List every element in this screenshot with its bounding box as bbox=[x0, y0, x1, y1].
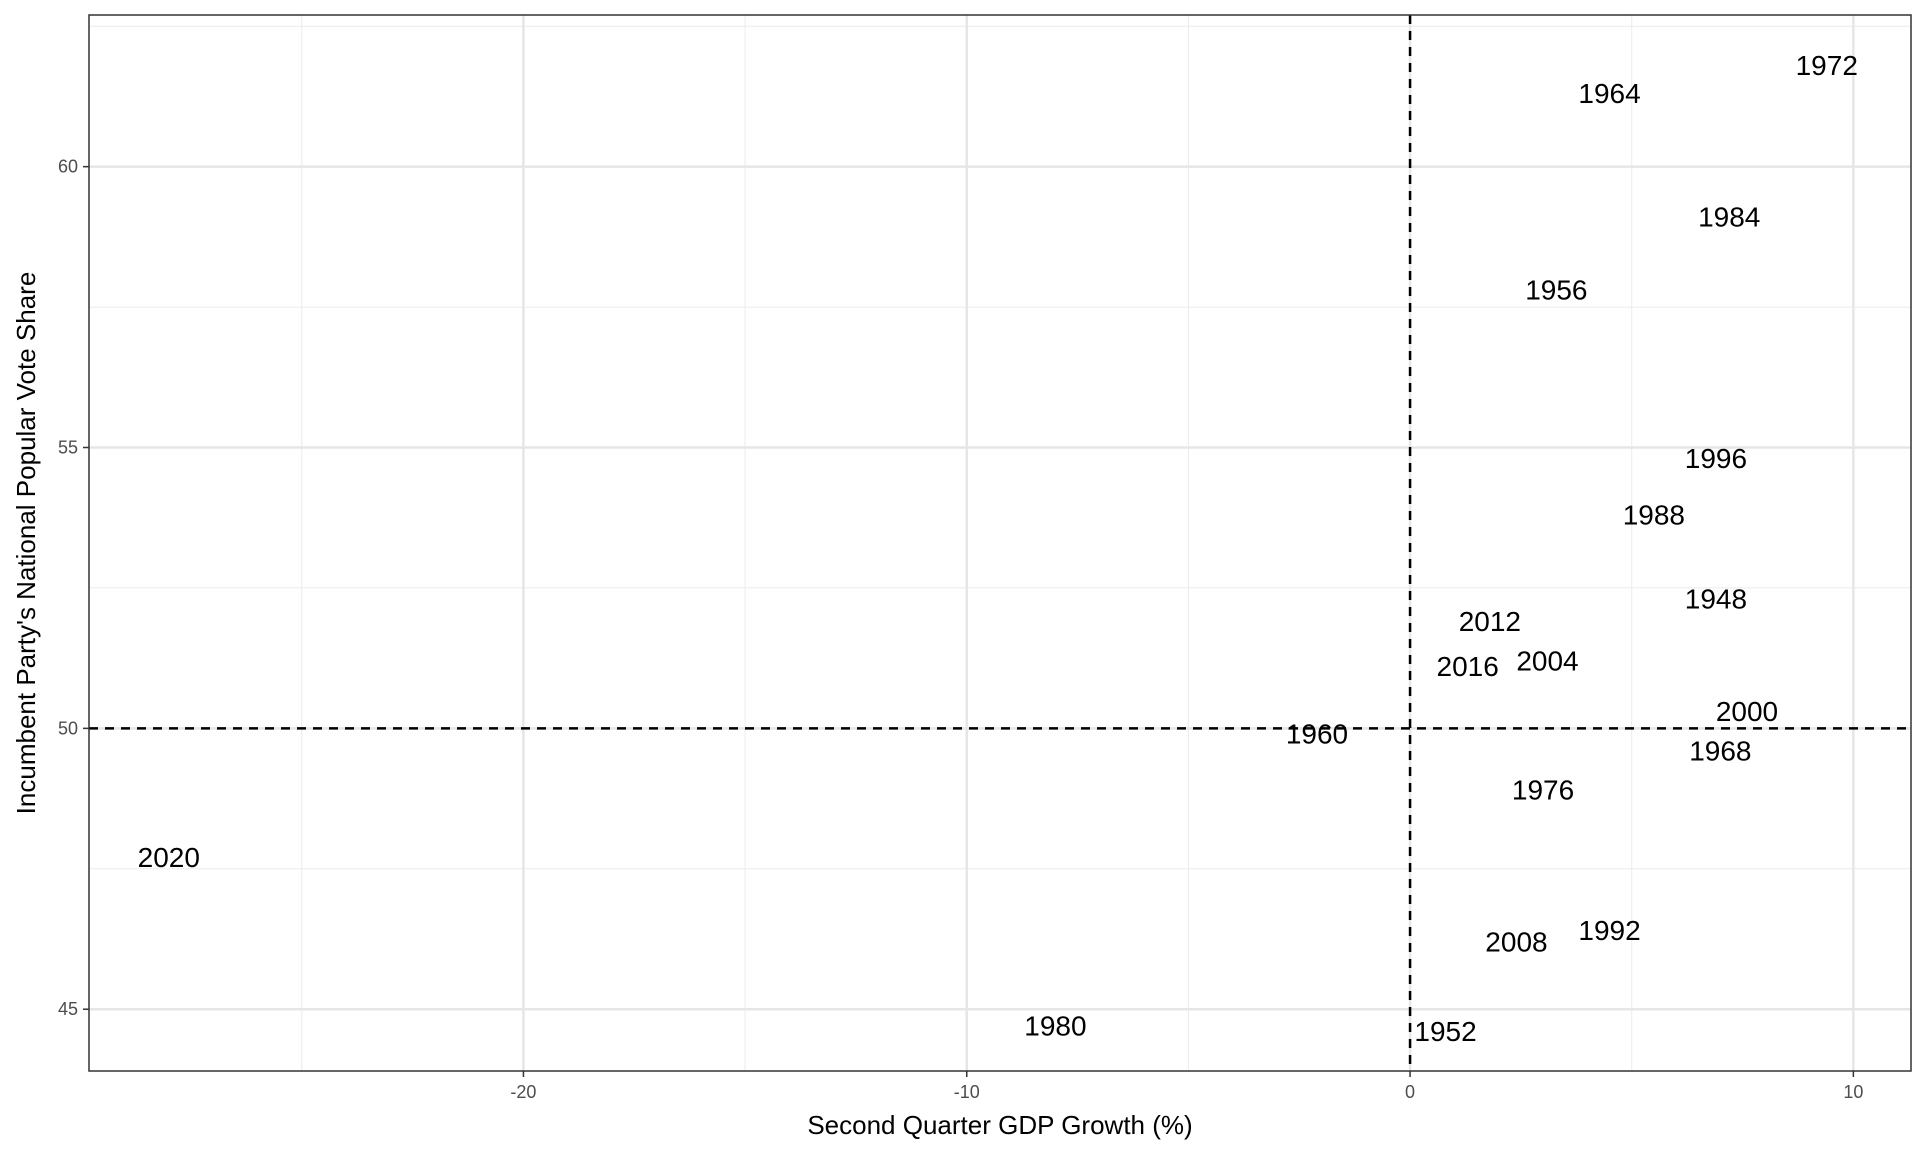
point-label-2016: 2016 bbox=[1437, 651, 1499, 682]
point-label-1948: 1948 bbox=[1685, 584, 1747, 615]
point-label-2000: 2000 bbox=[1716, 696, 1778, 727]
point-label-1952: 1952 bbox=[1414, 1016, 1476, 1047]
point-label-2020: 2020 bbox=[138, 842, 200, 873]
point-label-1968: 1968 bbox=[1689, 735, 1751, 766]
x-tick-label: -10 bbox=[954, 1082, 980, 1102]
point-label-1964: 1964 bbox=[1578, 78, 1640, 109]
x-axis: -20 -10 0 10 bbox=[510, 1071, 1863, 1102]
y-axis: 45 50 55 60 bbox=[58, 157, 89, 1019]
point-label-1996: 1996 bbox=[1685, 443, 1747, 474]
point-label-1972: 1972 bbox=[1796, 50, 1858, 81]
x-tick-label: -20 bbox=[510, 1082, 536, 1102]
minor-gridlines bbox=[89, 15, 1911, 1071]
x-tick-label: 0 bbox=[1405, 1082, 1415, 1102]
x-tick-label: 10 bbox=[1843, 1082, 1863, 1102]
y-tick-label: 60 bbox=[58, 157, 78, 177]
point-label-1976: 1976 bbox=[1512, 775, 1574, 806]
point-label-1956: 1956 bbox=[1525, 275, 1587, 306]
reference-lines bbox=[89, 15, 1911, 1071]
point-label-1992: 1992 bbox=[1578, 915, 1640, 946]
point-label-2004: 2004 bbox=[1516, 645, 1578, 676]
point-label-1960: 1960 bbox=[1286, 718, 1348, 749]
point-label-1984: 1984 bbox=[1698, 202, 1760, 233]
point-label-1980: 1980 bbox=[1024, 1011, 1086, 1042]
x-axis-title: Second Quarter GDP Growth (%) bbox=[807, 1110, 1192, 1140]
point-label-2012: 2012 bbox=[1459, 606, 1521, 637]
y-axis-title: Incumbent Party's National Popular Vote … bbox=[11, 272, 41, 815]
point-labels: 1948 1952 1956 1960 1964 1968 1972 1976 1980 1984… bbox=[138, 50, 1858, 1047]
y-tick-label: 45 bbox=[58, 999, 78, 1019]
point-label-1988: 1988 bbox=[1623, 499, 1685, 530]
plot-background bbox=[89, 15, 1911, 1071]
y-tick-label: 55 bbox=[58, 438, 78, 458]
plot-border bbox=[88, 14, 1912, 1072]
y-tick-label: 50 bbox=[58, 718, 78, 738]
point-label-2008: 2008 bbox=[1485, 926, 1547, 957]
